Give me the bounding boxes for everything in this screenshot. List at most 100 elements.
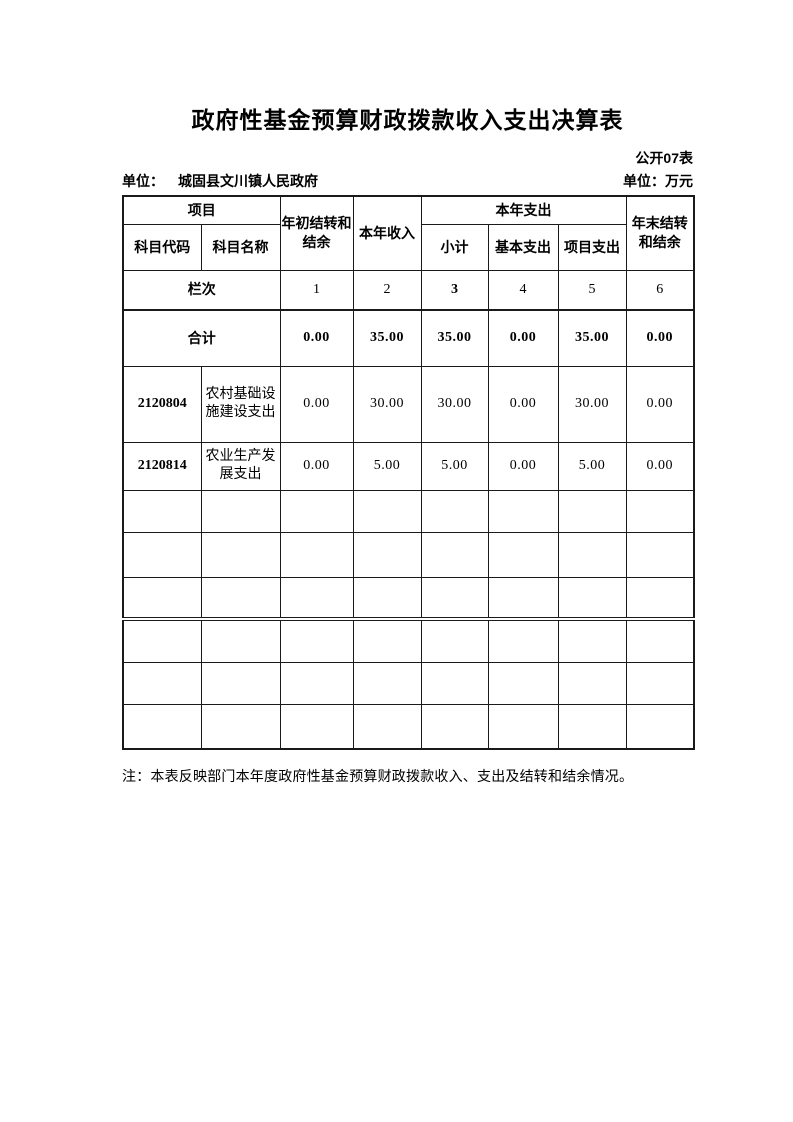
empty-cell xyxy=(122,661,202,705)
total-begin-balance: 0.00 xyxy=(279,309,354,367)
total-current-income: 35.00 xyxy=(352,309,422,367)
column-index-3: 3 xyxy=(420,269,489,311)
empty-row xyxy=(122,576,695,620)
empty-cell xyxy=(352,576,422,620)
empty-row xyxy=(122,703,695,750)
row-begin-balance: 0.00 xyxy=(279,365,354,443)
empty-row xyxy=(122,531,695,578)
empty-cell xyxy=(352,703,422,750)
header-row-2: 科目代码 科目名称 小计 基本支出 项目支出 xyxy=(122,223,694,271)
column-index-6: 6 xyxy=(625,269,695,311)
row-current-income: 5.00 xyxy=(352,441,422,491)
unit-name: 城固县文川镇人民政府 xyxy=(178,173,318,189)
header-subtotal: 小计 xyxy=(420,223,489,271)
header-project-expenditure: 项目支出 xyxy=(557,223,627,271)
empty-cell xyxy=(352,531,422,578)
unit-label: 单位： xyxy=(122,173,164,189)
empty-cell xyxy=(122,617,202,663)
row-basic-expenditure: 0.00 xyxy=(487,441,559,491)
empty-cell xyxy=(420,617,489,663)
empty-cell xyxy=(557,617,627,663)
footnote: 注：本表反映部门本年度政府性基金预算财政拨款收入、支出及结转和结余情况。 xyxy=(122,770,634,785)
empty-cell xyxy=(557,661,627,705)
empty-cell xyxy=(279,703,354,750)
empty-cell xyxy=(420,531,489,578)
budget-table: 项目 年初结转和结余 本年收入 本年支出 年末结转和结余 科目代码 科目名称 小… xyxy=(122,195,695,750)
empty-cell xyxy=(420,703,489,750)
empty-cell xyxy=(200,617,281,663)
empty-cell xyxy=(420,661,489,705)
row-subject-name: 农业生产发展支出 xyxy=(200,441,281,491)
empty-cell xyxy=(625,661,695,705)
header-subject-name: 科目名称 xyxy=(200,223,281,271)
empty-cell xyxy=(200,661,281,705)
empty-cell xyxy=(279,489,354,533)
column-index-4: 4 xyxy=(487,269,559,311)
empty-cell xyxy=(122,531,202,578)
empty-cell xyxy=(200,703,281,750)
empty-cell xyxy=(122,489,202,533)
currency-label: 单位：万元 xyxy=(623,173,693,189)
total-label: 合计 xyxy=(122,309,281,367)
row-project-expenditure: 30.00 xyxy=(557,365,627,443)
header-current-income: 本年收入 xyxy=(352,195,422,271)
empty-row xyxy=(122,489,695,533)
empty-cell xyxy=(487,617,559,663)
empty-cell xyxy=(625,617,695,663)
column-index-label: 栏次 xyxy=(122,269,281,311)
total-end-balance: 0.00 xyxy=(625,309,695,367)
empty-cell xyxy=(200,576,281,620)
empty-cell xyxy=(352,661,422,705)
empty-cell xyxy=(557,703,627,750)
row-current-income: 30.00 xyxy=(352,365,422,443)
header-row-1: 项目 年初结转和结余 本年收入 本年支出 年末结转和结余 xyxy=(122,195,695,271)
header-basic-expenditure: 基本支出 xyxy=(487,223,559,271)
empty-cell xyxy=(557,576,627,620)
empty-cell xyxy=(279,531,354,578)
row-subject-name: 农村基础设施建设支出 xyxy=(200,365,281,443)
total-project-expenditure: 35.00 xyxy=(557,309,627,367)
column-index-1: 1 xyxy=(279,269,354,311)
empty-cell xyxy=(487,576,559,620)
row-subtotal: 5.00 xyxy=(420,441,489,491)
table-code-label: 公开07表 xyxy=(635,150,693,166)
row-subject-code: 2120804 xyxy=(122,365,202,443)
empty-cell xyxy=(487,531,559,578)
empty-cell xyxy=(557,531,627,578)
table-row: 2120804 农村基础设施建设支出 0.00 30.00 30.00 0.00… xyxy=(122,365,695,443)
unit-line: 单位： 城固县文川镇人民政府 xyxy=(122,171,318,191)
document-content: 政府性基金预算财政拨款收入支出决算表 公开07表 单位： 城固县文川镇人民政府 单… xyxy=(122,0,695,786)
empty-cell xyxy=(279,576,354,620)
empty-cell xyxy=(487,489,559,533)
empty-row xyxy=(122,661,695,705)
empty-cell xyxy=(200,489,281,533)
total-basic-expenditure: 0.00 xyxy=(487,309,559,367)
total-row: 合计 0.00 35.00 35.00 0.00 35.00 0.00 xyxy=(122,309,695,367)
empty-cell xyxy=(352,489,422,533)
empty-cell xyxy=(122,576,202,620)
column-index-2: 2 xyxy=(352,269,422,311)
header-end-balance: 年末结转和结余 xyxy=(625,195,695,271)
empty-cell xyxy=(420,489,489,533)
meta-row: 单位： 城固县文川镇人民政府 单位：万元 xyxy=(122,171,693,191)
row-end-balance: 0.00 xyxy=(625,365,695,443)
row-subtotal: 30.00 xyxy=(420,365,489,443)
header-expenditure-group: 本年支出 xyxy=(420,195,627,225)
page-title: 政府性基金预算财政拨款收入支出决算表 xyxy=(191,107,624,133)
header-item-group: 项目 xyxy=(122,195,281,225)
empty-cell xyxy=(625,703,695,750)
empty-cell xyxy=(625,576,695,620)
empty-cell xyxy=(420,576,489,620)
column-index-row: 栏次 1 2 3 4 5 6 xyxy=(122,269,695,311)
header-begin-balance: 年初结转和结余 xyxy=(279,195,354,271)
header-subject-code: 科目代码 xyxy=(122,223,202,271)
empty-cell xyxy=(122,703,202,750)
column-index-5: 5 xyxy=(557,269,627,311)
row-end-balance: 0.00 xyxy=(625,441,695,491)
empty-cell xyxy=(200,531,281,578)
empty-cell xyxy=(557,489,627,533)
row-project-expenditure: 5.00 xyxy=(557,441,627,491)
empty-cell xyxy=(625,489,695,533)
table-row: 2120814 农业生产发展支出 0.00 5.00 5.00 0.00 5.0… xyxy=(122,441,695,491)
empty-cell xyxy=(279,661,354,705)
